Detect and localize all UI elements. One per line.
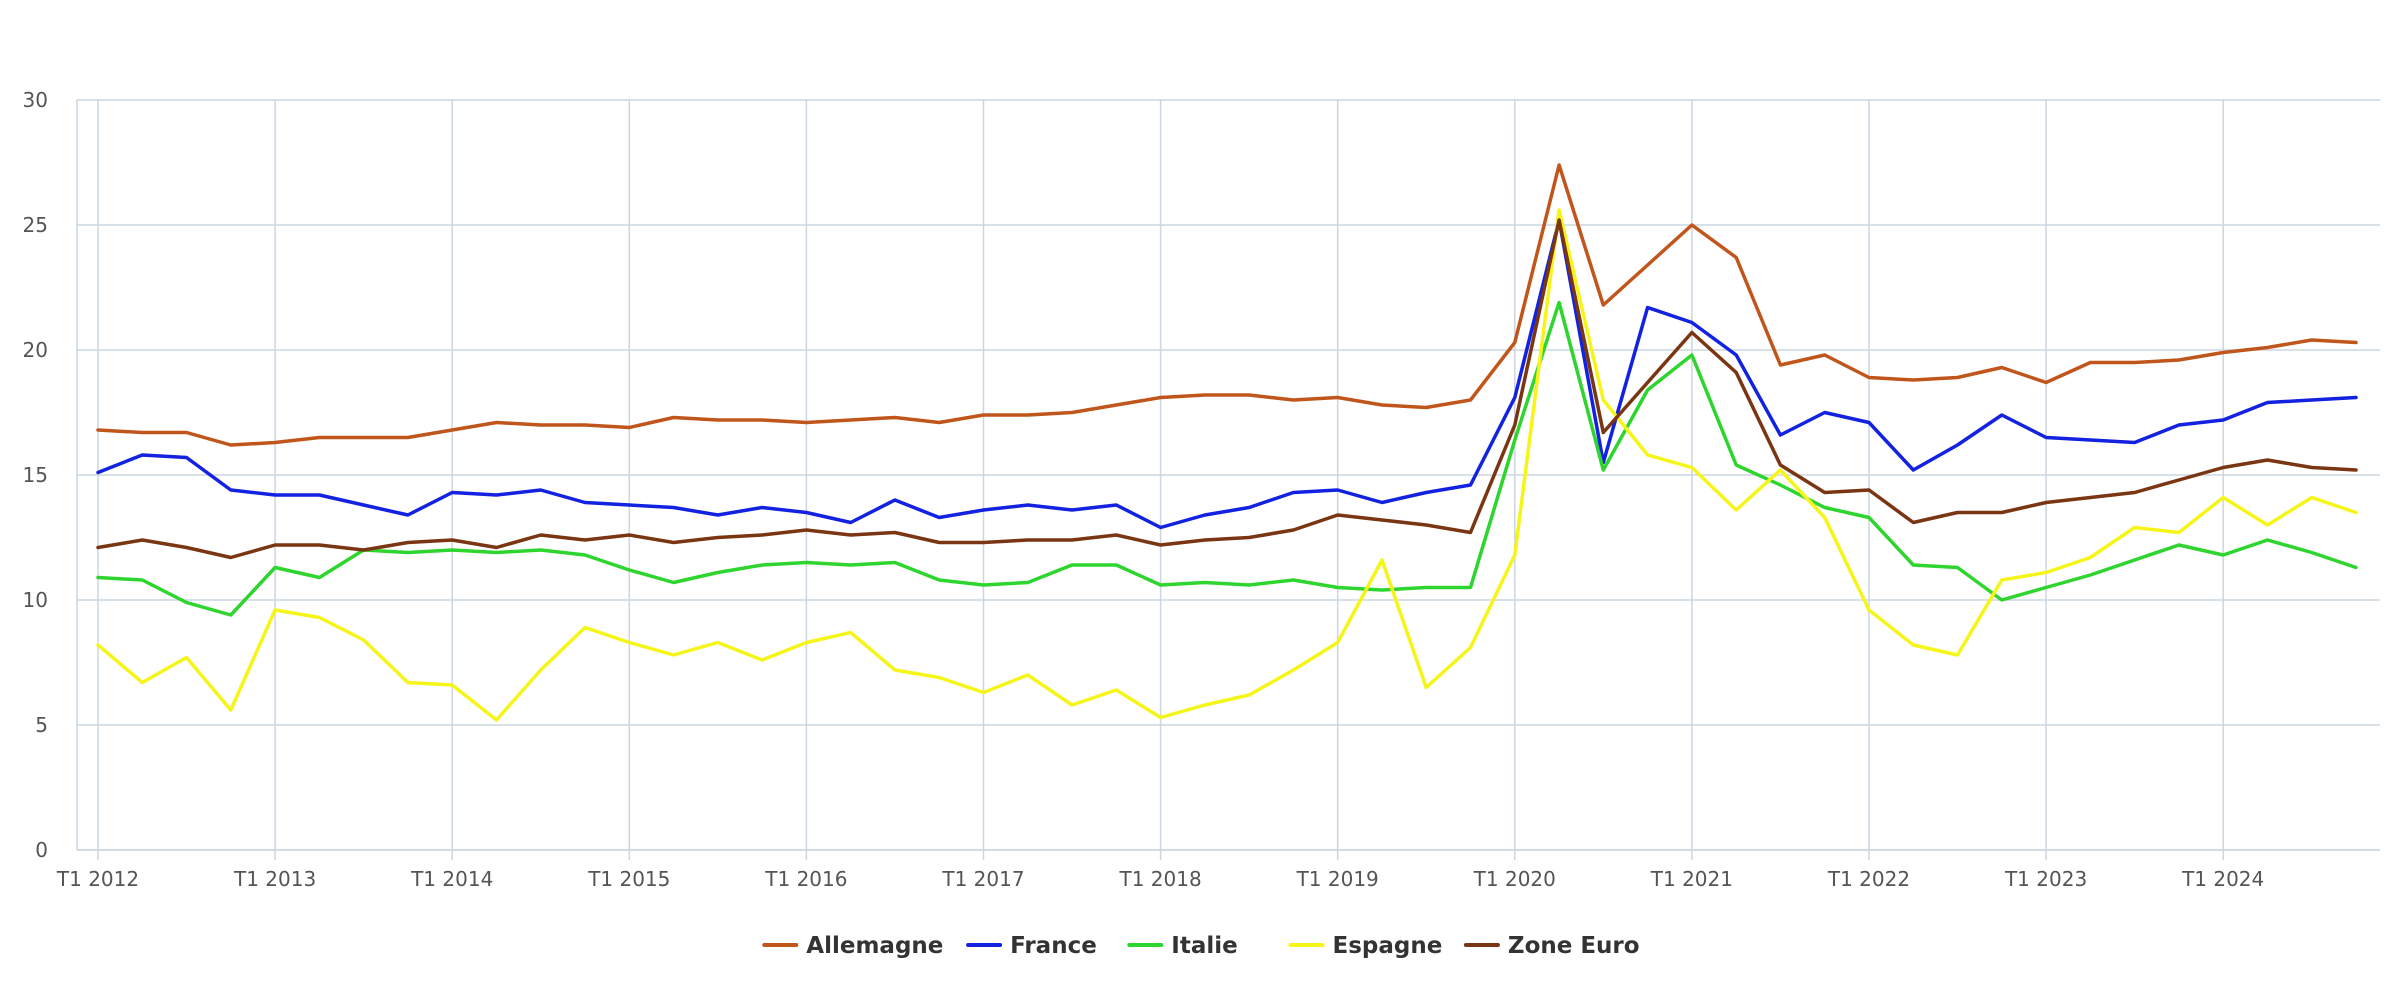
legend-item-allemagne[interactable]: Allemagne [762,933,943,959]
series-line-espagne[interactable] [96,208,2358,722]
x-tick-label: T1 2016 [764,867,847,891]
x-tick-label: T1 2013 [233,867,316,891]
legend-label: Italie [1171,933,1237,959]
legend-item-zone-euro[interactable]: Zone Euro [1463,933,1640,959]
x-tick-label: T1 2019 [1296,867,1379,891]
x-tick-label: T1 2022 [1827,867,1910,891]
series-line-france[interactable] [96,218,2358,530]
y-tick-label: 10 [23,588,48,612]
x-tick-label: T1 2023 [2004,867,2087,891]
legend-item-italie[interactable]: Italie [1127,933,1238,959]
legend[interactable]: Allemagne France Italie Espagne Zone Euro [762,933,1640,959]
y-tick-label: 0 [35,838,48,862]
x-tick-label: T1 2020 [1473,867,1556,891]
x-tick-label: T1 2021 [1650,867,1733,891]
y-tick-label: 25 [23,213,48,237]
x-tick-label: T1 2014 [410,867,493,891]
legend-item-espagne[interactable]: Espagne [1288,933,1443,959]
series-line-zone-euro[interactable] [96,218,2358,560]
x-tick-label: T1 2018 [1118,867,1201,891]
x-tick-label: T1 2024 [2181,867,2264,891]
x-tick-label: T1 2015 [587,867,670,891]
series-line-italie[interactable] [96,300,2358,617]
legend-label: Espagne [1333,933,1443,959]
y-tick-label: 5 [35,713,48,737]
axes: 0 5 10 15 20 25 30 T1 2012 T1 2013 T1 2014 T1 2015… [23,88,2380,891]
legend-label: France [1010,933,1097,959]
x-tick-label: T1 2012 [56,867,139,891]
series-line-allemagne[interactable] [96,163,2358,447]
legend-item-france[interactable]: France [966,933,1097,959]
y-tick-label: 15 [23,463,48,487]
series-lines [96,163,2358,722]
y-tick-label: 30 [23,88,48,112]
x-tick-label: T1 2017 [941,867,1024,891]
grid [77,99,2380,851]
legend-label: Allemagne [806,933,943,959]
y-tick-label: 20 [23,338,48,362]
legend-label: Zone Euro [1508,933,1640,959]
